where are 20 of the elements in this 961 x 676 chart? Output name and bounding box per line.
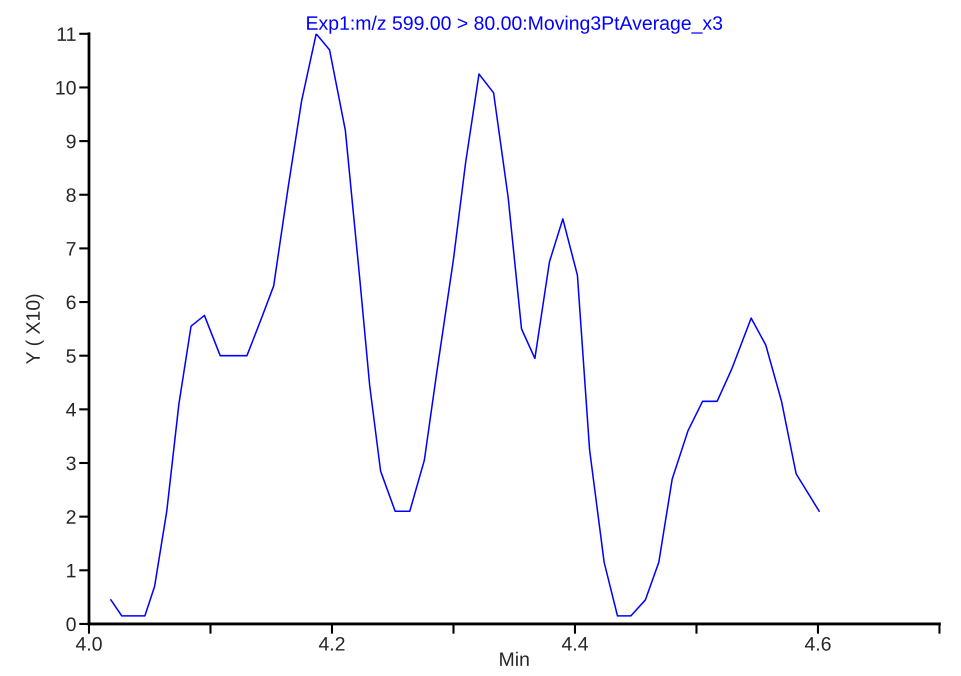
chart-title: Exp1:m/z 599.00 > 80.00:Moving3PtAverage_x3 [307, 16, 722, 34]
y-tick-label: 0 [66, 617, 76, 632]
y-tick-label: 2 [66, 510, 76, 524]
x-tick-label: 4.6 [804, 636, 831, 651]
x-tick-label: 4.2 [318, 636, 345, 651]
line-series [110, 34, 820, 617]
y-tick-label: 5 [66, 349, 76, 363]
x-axis-title: Min [500, 652, 529, 666]
y-axis-title: Y ( X10) [26, 294, 44, 364]
y-tick-label: 4 [66, 403, 76, 416]
y-tick-label: 11 [58, 27, 76, 41]
y-tick-label: 10 [56, 80, 76, 95]
y-tick-label: 6 [66, 296, 76, 310]
x-tick-label: 4.0 [76, 636, 102, 651]
y-tick-label: 1 [67, 564, 76, 578]
x-tick-label: 4.4 [562, 637, 588, 651]
y-tick-label: 7 [66, 242, 76, 256]
y-tick-label: 8 [66, 188, 76, 202]
y-tick-label: 3 [66, 456, 76, 470]
y-tick-label: 9 [66, 134, 76, 148]
